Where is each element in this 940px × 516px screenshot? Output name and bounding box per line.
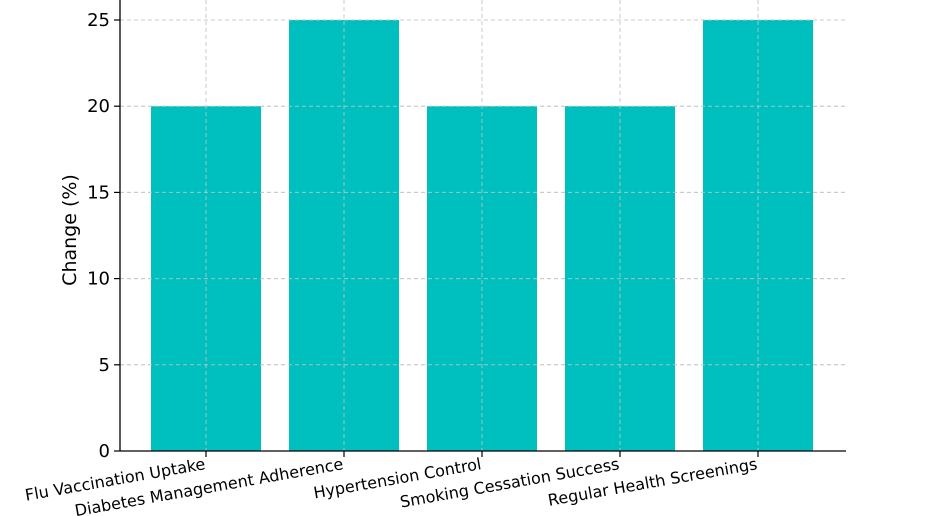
y-tick-label: 0 [99,441,110,462]
y-tick-label: 5 [99,355,110,376]
bars [120,0,846,452]
axes [119,0,846,452]
y-tick-labels: 0 5 10 15 20 25 [87,10,120,462]
y-axis-label: Change (%) [59,174,81,286]
y-tick-label: 15 [87,182,110,203]
y-tick-label: 25 [87,10,110,31]
y-tick-label: 10 [87,269,110,290]
y-tick-label: 20 [87,96,110,117]
